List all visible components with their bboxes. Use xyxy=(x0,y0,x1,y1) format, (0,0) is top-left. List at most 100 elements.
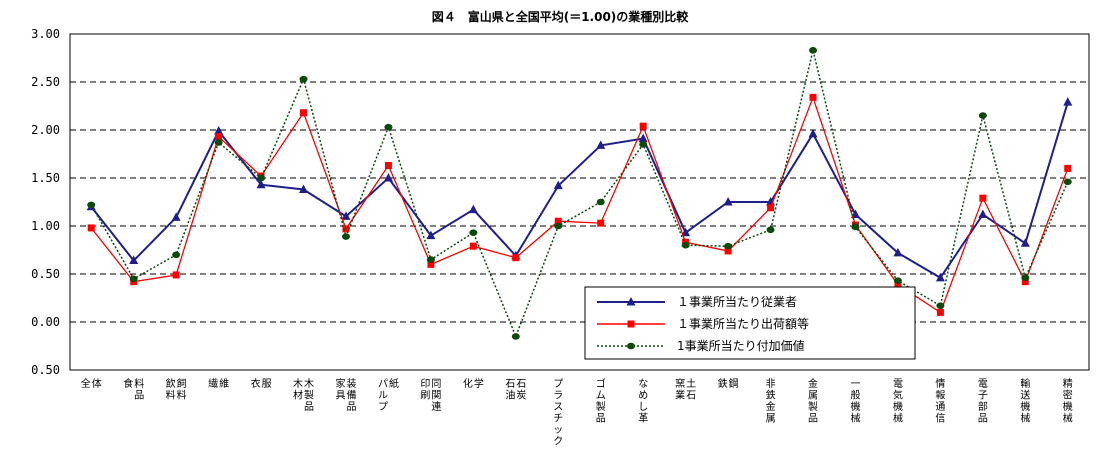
category-char: 繊 xyxy=(208,377,218,390)
category-char: 属 xyxy=(808,390,818,402)
data-point-circle xyxy=(724,242,733,250)
category-char: 同 xyxy=(431,378,441,390)
category-char: 服 xyxy=(262,378,272,390)
data-point-circle xyxy=(639,141,648,148)
legend-item: 1事業所当たり付加価値 xyxy=(597,338,805,353)
data-point-triangle xyxy=(553,180,563,190)
category-char: 電 xyxy=(893,378,903,390)
data-point-square xyxy=(469,242,477,250)
grid-layer xyxy=(70,81,1089,323)
category-char: 般 xyxy=(850,389,860,402)
legend-label: １事業所当たり従業者 xyxy=(677,295,797,309)
data-point-triangle xyxy=(723,197,733,206)
category-char: 紙 xyxy=(389,377,399,390)
category-char: 装 xyxy=(346,377,356,390)
category-char: 械 xyxy=(850,412,860,425)
category-char: 鋼 xyxy=(729,377,739,390)
legend-label: １事業所当たり出荷額等 xyxy=(677,317,809,331)
legend-item: １事業所当たり従業者 xyxy=(597,295,797,309)
category-label: 化学 xyxy=(463,377,484,390)
category-char: 木 xyxy=(293,378,303,390)
category-char: 子 xyxy=(978,390,988,402)
category-char: ラ xyxy=(553,390,563,402)
data-point-square xyxy=(300,109,308,117)
category-char: 油 xyxy=(505,389,515,402)
category-char: 金 xyxy=(766,400,776,413)
category-char: 化 xyxy=(463,377,473,390)
y-tick-label: 1.00 xyxy=(31,219,60,233)
data-point-circle xyxy=(596,198,605,206)
category-char: ム xyxy=(596,390,606,402)
category-char: 非 xyxy=(766,378,776,390)
category-char: 食 xyxy=(123,377,133,390)
category-label: 全体 xyxy=(81,377,102,390)
category-char: 属 xyxy=(766,413,776,425)
data-point-triangle xyxy=(256,179,266,189)
data-point-square xyxy=(894,281,902,289)
category-char: 電 xyxy=(978,378,988,390)
axis-layer: 3.00 2.50 2.00 1.50 1.00 0.50 0.00 0.50 xyxy=(31,27,1090,377)
category-char: 金 xyxy=(808,377,818,390)
y-tick-label: 0.00 xyxy=(31,315,60,329)
category-char: ク xyxy=(553,436,563,448)
category-char: 品 xyxy=(978,413,988,425)
data-point-circle xyxy=(851,223,860,231)
data-point-circle xyxy=(87,201,96,209)
category-char: 機 xyxy=(893,400,903,413)
data-point-circle xyxy=(554,222,563,230)
category-char: 品 xyxy=(596,413,606,425)
category-char: 業 xyxy=(675,389,685,402)
category-char: 機 xyxy=(1063,400,1073,413)
category-char: 維 xyxy=(219,377,229,390)
data-point-triangle xyxy=(596,140,606,149)
data-point-circle xyxy=(341,233,350,240)
category-char: 衣 xyxy=(251,377,261,390)
data-point-square xyxy=(342,225,350,233)
category-char: 刷 xyxy=(420,390,430,402)
data-point-circle xyxy=(1063,178,1072,186)
category-char: 石 xyxy=(516,379,526,390)
data-point-circle xyxy=(299,75,308,83)
data-point-triangle xyxy=(681,227,691,237)
category-char: 土 xyxy=(686,377,696,390)
legend-box xyxy=(584,286,916,360)
category-char: 械 xyxy=(893,412,903,425)
data-point-circle xyxy=(627,342,635,350)
category-char: 品 xyxy=(808,413,818,425)
data-point-circle xyxy=(936,302,945,309)
data-point-triangle xyxy=(299,184,309,194)
data-point-square xyxy=(427,260,435,268)
data-point-triangle xyxy=(1063,97,1073,106)
category-char: 械 xyxy=(1020,412,1030,425)
data-point-triangle xyxy=(383,173,393,182)
category-char: 鉄 xyxy=(718,377,728,390)
category-char: 炭 xyxy=(516,390,526,402)
data-point-square xyxy=(724,247,732,255)
category-char: 学 xyxy=(474,377,484,390)
data-point-circle xyxy=(469,229,478,237)
category-char: パ xyxy=(378,378,388,390)
data-point-circle xyxy=(1021,274,1030,282)
category-char: 精 xyxy=(1063,377,1073,390)
data-point-square xyxy=(627,320,635,328)
category-char: 情 xyxy=(935,377,945,390)
category-char: 製 xyxy=(596,400,606,413)
data-point-circle xyxy=(893,277,902,285)
data-point-circle xyxy=(172,251,181,259)
category-char: 輸 xyxy=(1020,377,1030,390)
data-point-triangle xyxy=(214,125,224,135)
data-point-circle xyxy=(426,256,435,263)
data-point-circle xyxy=(809,47,818,54)
legend-label: 1事業所当たり付加価値 xyxy=(677,338,805,353)
data-point-circle xyxy=(129,275,138,283)
